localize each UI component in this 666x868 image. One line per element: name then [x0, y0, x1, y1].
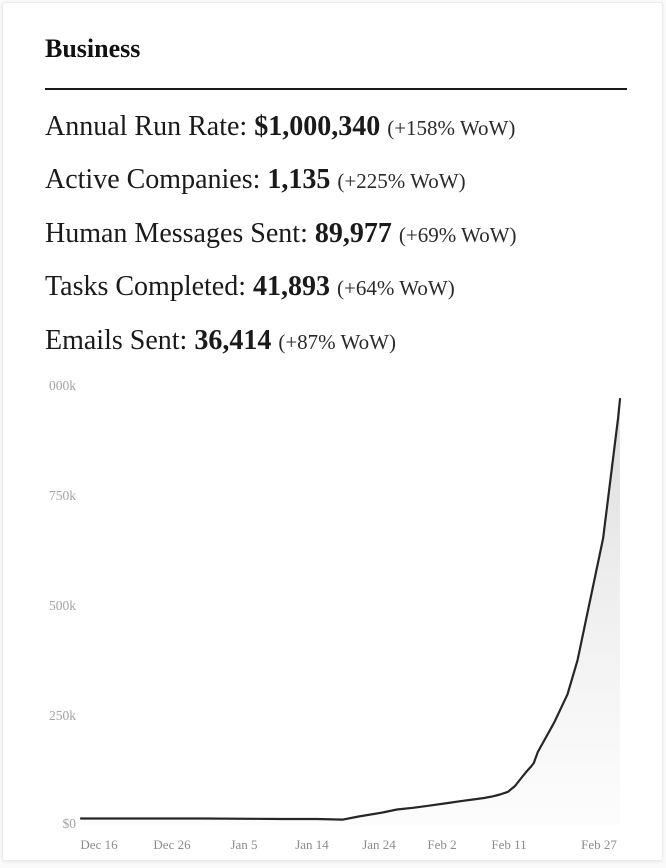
svg-text:500k: 500k: [49, 598, 76, 613]
svg-text:750k: 750k: [49, 488, 76, 503]
svg-text:Feb 27: Feb 27: [581, 837, 617, 852]
svg-text:$0: $0: [63, 816, 77, 831]
svg-text:Jan 14: Jan 14: [295, 837, 329, 852]
svg-text:Dec 16: Dec 16: [80, 837, 118, 852]
svg-text:Jan 5: Jan 5: [230, 837, 257, 852]
svg-text:000k: 000k: [49, 378, 76, 393]
svg-text:Dec 26: Dec 26: [153, 837, 191, 852]
svg-text:250k: 250k: [49, 708, 76, 723]
svg-text:Feb 11: Feb 11: [491, 837, 526, 852]
svg-text:Jan 24: Jan 24: [362, 837, 396, 852]
svg-text:Feb 2: Feb 2: [427, 837, 456, 852]
